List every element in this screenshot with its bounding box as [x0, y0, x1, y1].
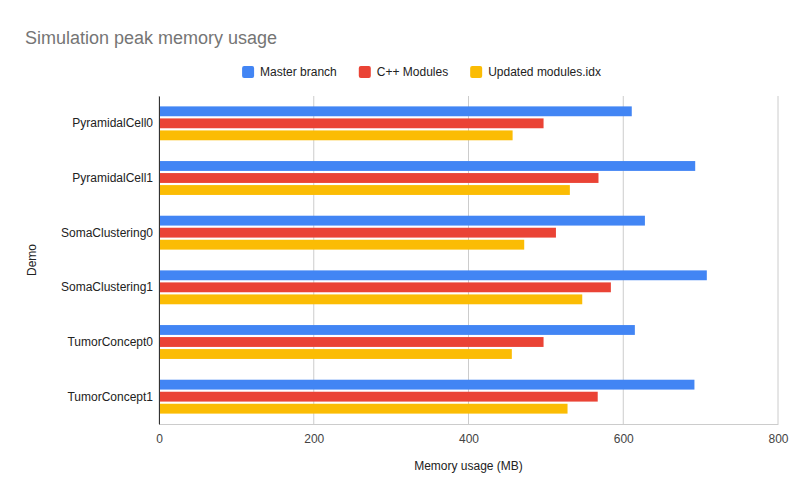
- legend-label: Updated modules.idx: [488, 65, 601, 79]
- x-tick-label: 600: [614, 432, 634, 446]
- legend-item: Updated modules.idx: [470, 65, 601, 79]
- grid-line: [159, 96, 160, 424]
- bar: [159, 106, 632, 116]
- bar: [159, 325, 635, 335]
- x-tick-label: 0: [156, 432, 163, 446]
- bars: [159, 106, 707, 413]
- legend-swatch: [242, 66, 254, 78]
- chart: Simulation peak memory usage 0 200 400 600 80…: [0, 0, 803, 497]
- y-axis: PyramidalCell0 PyramidalCell1 SomaClusteri…: [61, 97, 160, 425]
- bar: [159, 337, 544, 347]
- legend-item: C++ Modules: [359, 65, 448, 79]
- x-tick: 800: [768, 424, 788, 446]
- y-tick-label: SomaClustering0: [61, 226, 153, 240]
- y-tick: SomaClustering0: [61, 226, 159, 240]
- x-tick: 0: [156, 424, 163, 446]
- bar: [159, 185, 570, 195]
- bar: [159, 118, 544, 128]
- y-tick: SomaClustering1: [61, 280, 159, 294]
- legend-item: Master branch: [242, 65, 337, 79]
- bar: [159, 270, 707, 280]
- legend-label: Master branch: [260, 65, 337, 79]
- x-tick-label: 800: [768, 432, 788, 446]
- x-axis: 0 200 400 600 800: [156, 424, 789, 446]
- y-axis-line: [159, 97, 160, 425]
- x-axis-line: [160, 424, 779, 425]
- grid-line: [468, 96, 469, 424]
- bar: [159, 130, 513, 140]
- grid-line: [623, 96, 624, 424]
- y-tick-label: TumorConcept0: [67, 335, 153, 349]
- x-tick-label: 200: [304, 432, 324, 446]
- x-tick: 600: [614, 424, 634, 446]
- x-tick: 400: [459, 424, 479, 446]
- legend-swatch: [359, 66, 371, 78]
- legend: Master branch C++ Modules Updated modules.…: [242, 65, 601, 79]
- y-tick-label: TumorConcept1: [67, 390, 153, 404]
- bar: [159, 282, 611, 292]
- x-axis-title: Memory usage (MB): [414, 459, 523, 473]
- y-axis-title: Demo: [25, 244, 39, 276]
- legend-label: C++ Modules: [377, 65, 448, 79]
- grid-line: [778, 96, 779, 424]
- bar: [159, 173, 598, 183]
- y-tick: TumorConcept0: [67, 335, 159, 349]
- plot: 0200400600800PyramidalCell0PyramidalCell…: [61, 96, 789, 446]
- bar: [159, 216, 645, 226]
- bar: [159, 228, 556, 238]
- grid-line: [313, 96, 314, 424]
- bar: [159, 294, 582, 304]
- bar: [159, 349, 512, 359]
- title: Simulation peak memory usage: [25, 28, 277, 48]
- y-tick-label: PyramidalCell1: [72, 171, 153, 185]
- bar: [159, 380, 694, 390]
- grid: [159, 96, 778, 424]
- legend-swatch: [470, 66, 482, 78]
- bar: [159, 161, 695, 171]
- x-tick: 200: [304, 424, 324, 446]
- bar: [159, 240, 524, 250]
- y-tick-label: SomaClustering1: [61, 280, 153, 294]
- y-tick: PyramidalCell1: [72, 171, 159, 185]
- y-tick: PyramidalCell0: [72, 116, 159, 130]
- bar: [159, 392, 598, 402]
- y-tick-label: PyramidalCell0: [72, 116, 153, 130]
- bar: [159, 404, 568, 414]
- y-tick: TumorConcept1: [67, 390, 159, 404]
- x-tick-label: 400: [459, 432, 479, 446]
